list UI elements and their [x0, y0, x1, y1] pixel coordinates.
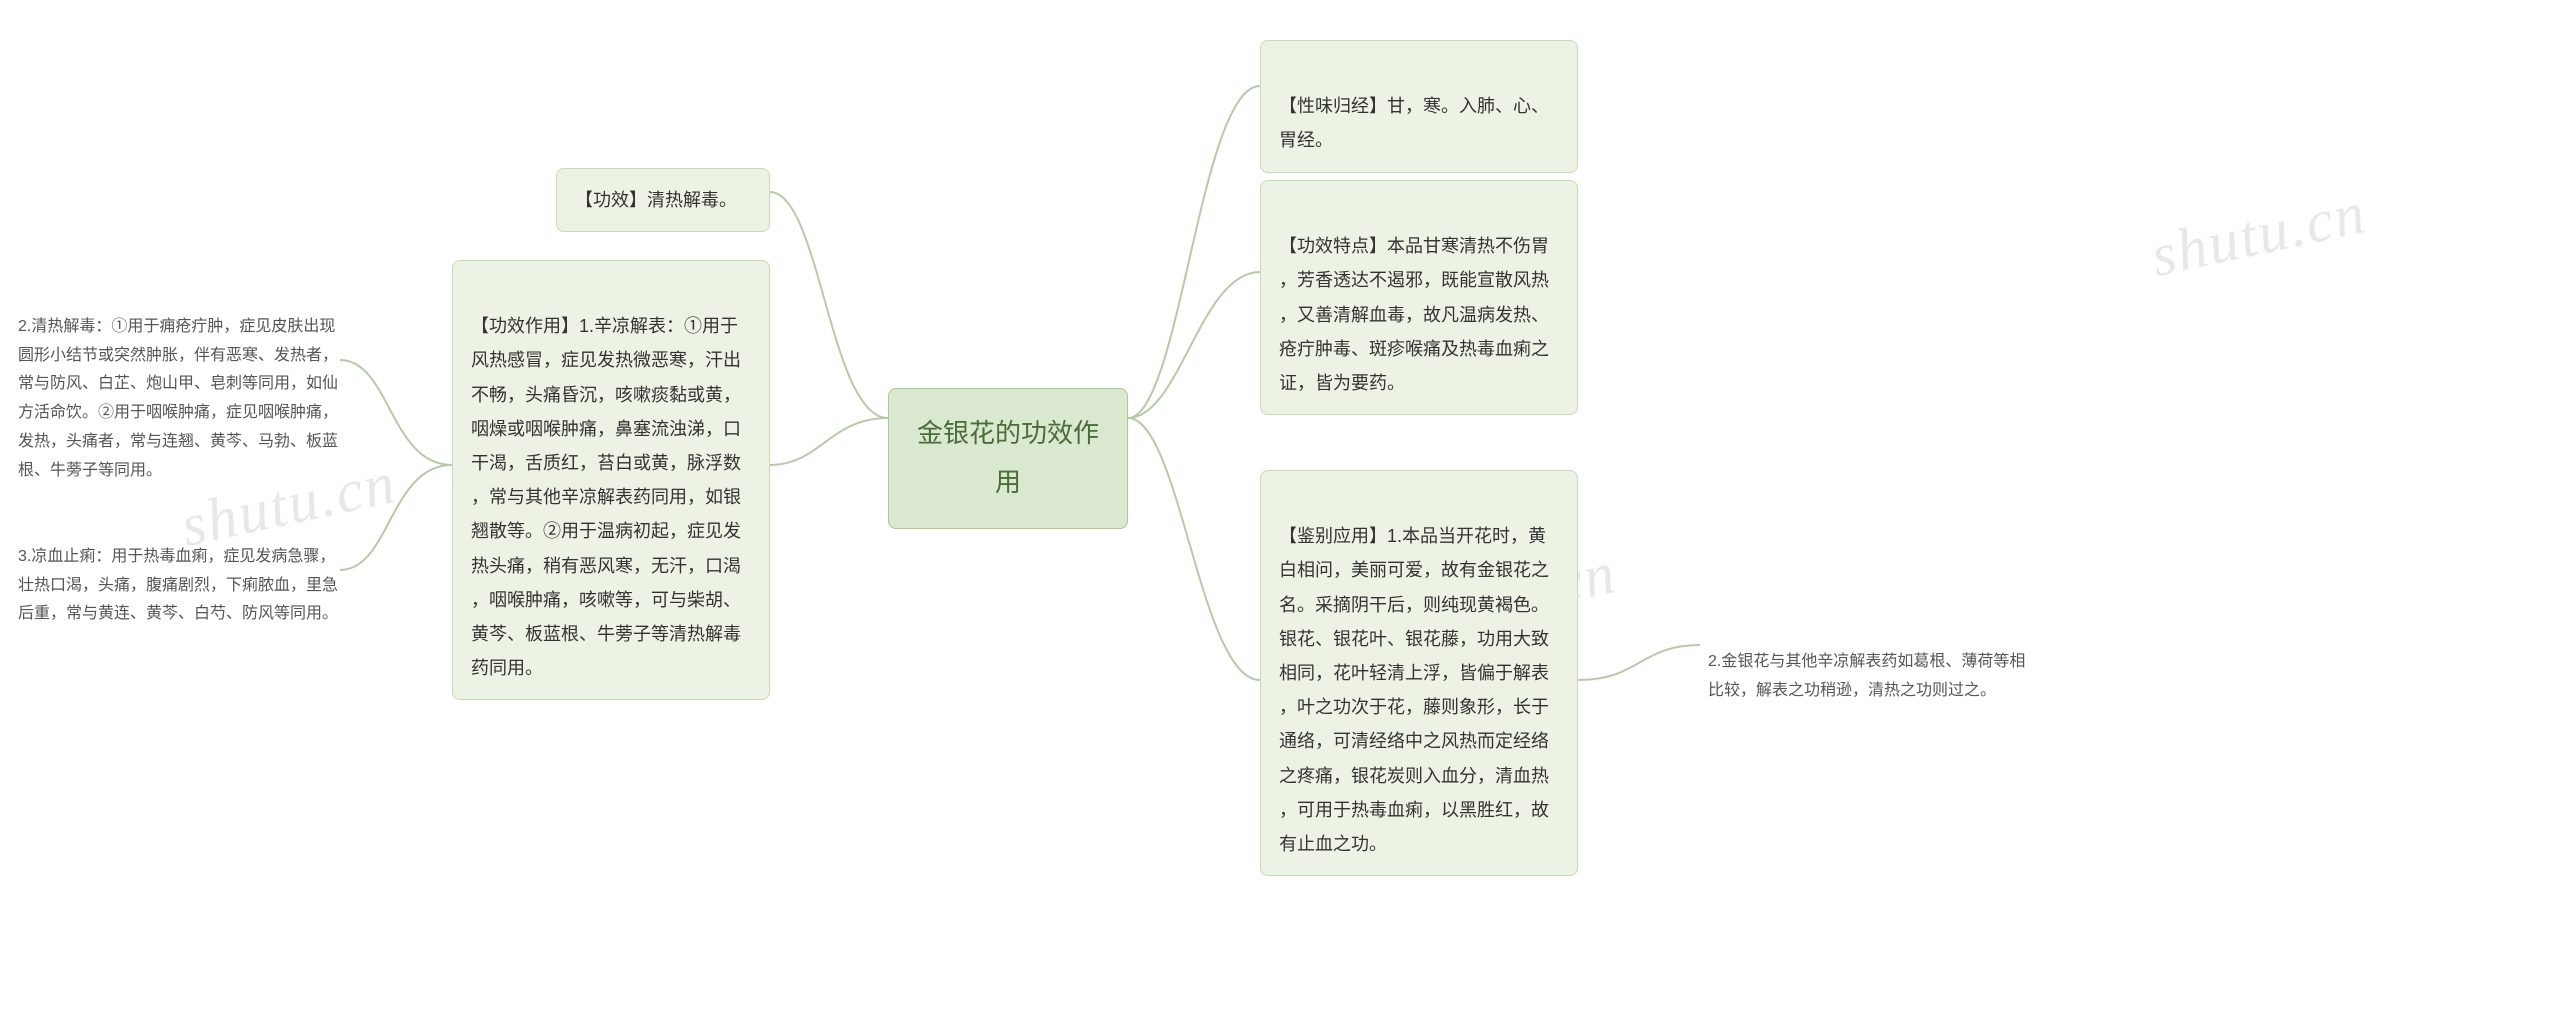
zuoyong-text: 【功效作用】1.辛凉解表：①用于 风热感冒，症见发热微恶寒，汗出 不畅，头痛昏沉…	[471, 316, 741, 678]
xingwei-text: 【性味归经】甘，寒。入肺、心、 胃经。	[1279, 96, 1549, 150]
node-jianbie: 【鉴别应用】1.本品当开花时，黄 白相问，美丽可爱，故有金银花之 名。采摘阴干后…	[1260, 470, 1578, 876]
leaf-zuoyong-3: 3.凉血止痢：用于热毒血痢，症见发病急骤， 壮热口渴，头痛，腹痛剧烈，下痢脓血，…	[10, 510, 400, 633]
node-xingwei: 【性味归经】甘，寒。入肺、心、 胃经。	[1260, 40, 1578, 173]
node-gongxiao: 【功效】清热解毒。	[556, 168, 770, 232]
leaf-zuoyong-2: 2.清热解毒：①用于痈疮疔肿，症见皮肤出现 圆形小结节或突然肿胀，伴有恶寒、发热…	[10, 280, 400, 490]
node-zuoyong: 【功效作用】1.辛凉解表：①用于 风热感冒，症见发热微恶寒，汗出 不畅，头痛昏沉…	[452, 260, 770, 700]
leaf2-text: 2.清热解毒：①用于痈疮疔肿，症见皮肤出现 圆形小结节或突然肿胀，伴有恶寒、发热…	[18, 318, 338, 479]
root-label: 金银花的功效作用	[917, 418, 1099, 497]
leaf-jianbie-2: 2.金银花与其他辛凉解表药如葛根、薄荷等相 比较，解表之功稍逊，清热之功则过之。	[1700, 615, 2100, 709]
watermark-3: shutu.cn	[2145, 178, 2372, 291]
root-node: 金银花的功效作用	[888, 388, 1128, 529]
leaf3-text: 3.凉血止痢：用于热毒血痢，症见发病急骤， 壮热口渴，头痛，腹痛剧烈，下痢脓血，…	[18, 548, 338, 623]
gongxiao-text: 【功效】清热解毒。	[575, 190, 737, 210]
tedian-text: 【功效特点】本品甘寒清热不伤胃 ，芳香透达不遏邪，既能宣散风热 ，又善清解血毒，…	[1279, 236, 1549, 393]
jianbie-text: 【鉴别应用】1.本品当开花时，黄 白相问，美丽可爱，故有金银花之 名。采摘阴干后…	[1279, 526, 1549, 854]
jianbie-leaf-text: 2.金银花与其他辛凉解表药如葛根、薄荷等相 比较，解表之功稍逊，清热之功则过之。	[1708, 653, 2025, 699]
node-tedian: 【功效特点】本品甘寒清热不伤胃 ，芳香透达不遏邪，既能宣散风热 ，又善清解血毒，…	[1260, 180, 1578, 415]
